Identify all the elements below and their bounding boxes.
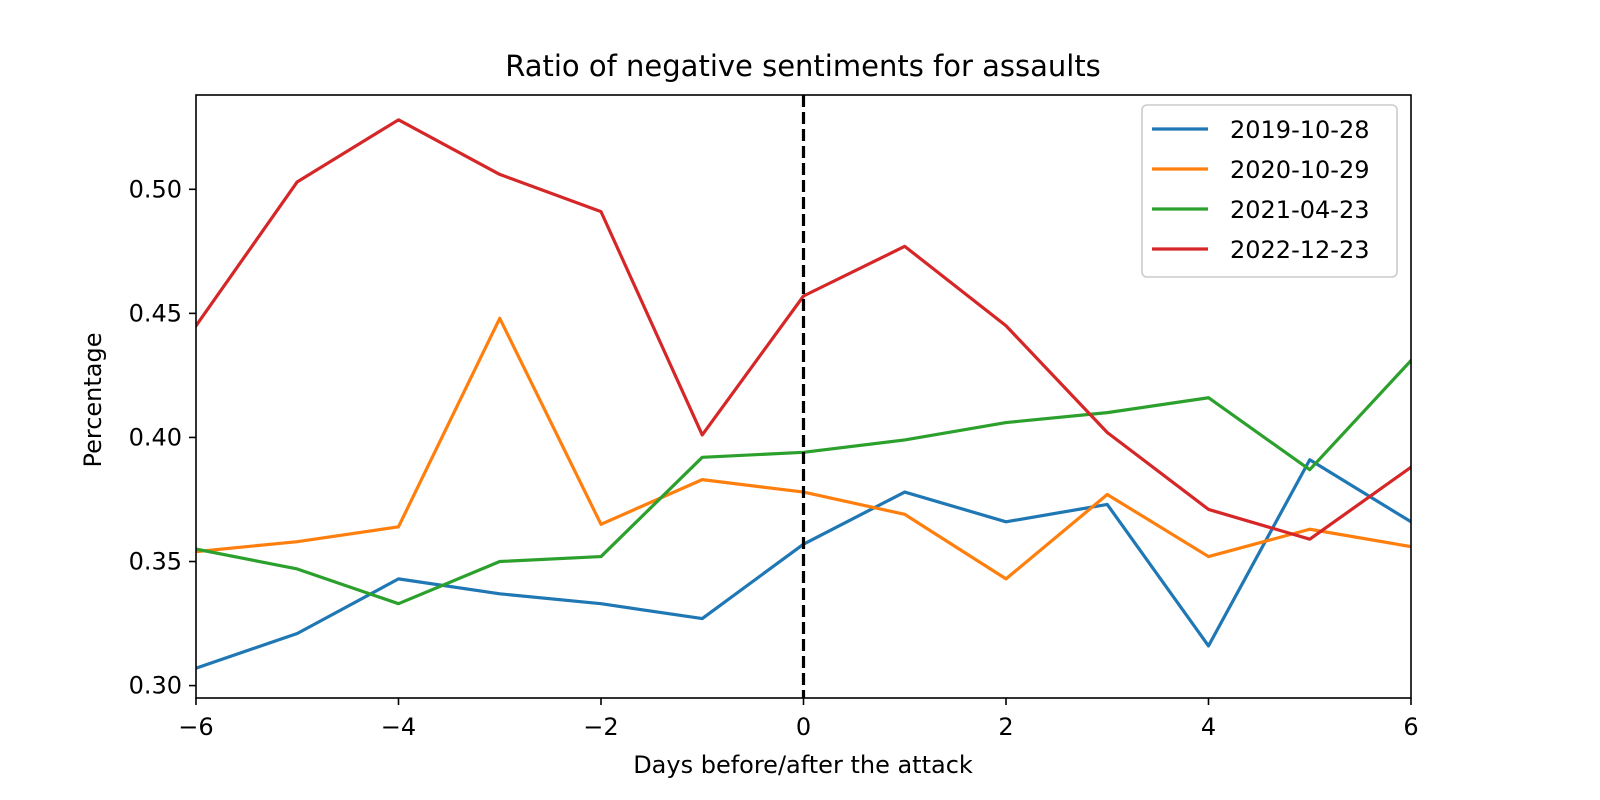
y-tick-label: 0.40 (129, 423, 182, 451)
legend-label: 2021-04-23 (1230, 196, 1369, 224)
y-axis-label: Percentage (79, 332, 107, 467)
legend: 2019-10-28 2020-10-29 2021-04-23 2022-12-23 (1141, 104, 1398, 278)
x-tick-label: −6 (178, 713, 213, 741)
series-line-2021-04-23 (196, 358, 1411, 606)
y-tick-label: 0.50 (129, 175, 182, 203)
x-tick-label: 6 (1403, 713, 1418, 741)
y-tick-label: 0.30 (129, 672, 182, 700)
x-tick-label: 4 (1201, 713, 1216, 741)
legend-label: 2019-10-28 (1230, 116, 1369, 144)
legend-label: 2022-12-23 (1230, 236, 1369, 264)
legend-label: 2020-10-29 (1230, 156, 1369, 184)
x-tick-label: −2 (583, 713, 618, 741)
series-line-2022-12-23 (196, 118, 1411, 541)
x-tick-label: 2 (998, 713, 1013, 741)
x-tick-label: 0 (796, 713, 811, 741)
x-axis-label: Days before/after the attack (633, 751, 973, 779)
y-tick-label: 0.35 (129, 548, 182, 576)
legend-box (1141, 104, 1398, 278)
x-tick-label: −4 (381, 713, 416, 741)
y-tick-label: 0.45 (129, 299, 182, 327)
plot-area: −6 −4 −2 0 2 4 6 0.30 0.35 0.40 0.45 0.50 (129, 94, 1419, 741)
chart-title: Ratio of negative sentiments for assault… (505, 49, 1101, 83)
